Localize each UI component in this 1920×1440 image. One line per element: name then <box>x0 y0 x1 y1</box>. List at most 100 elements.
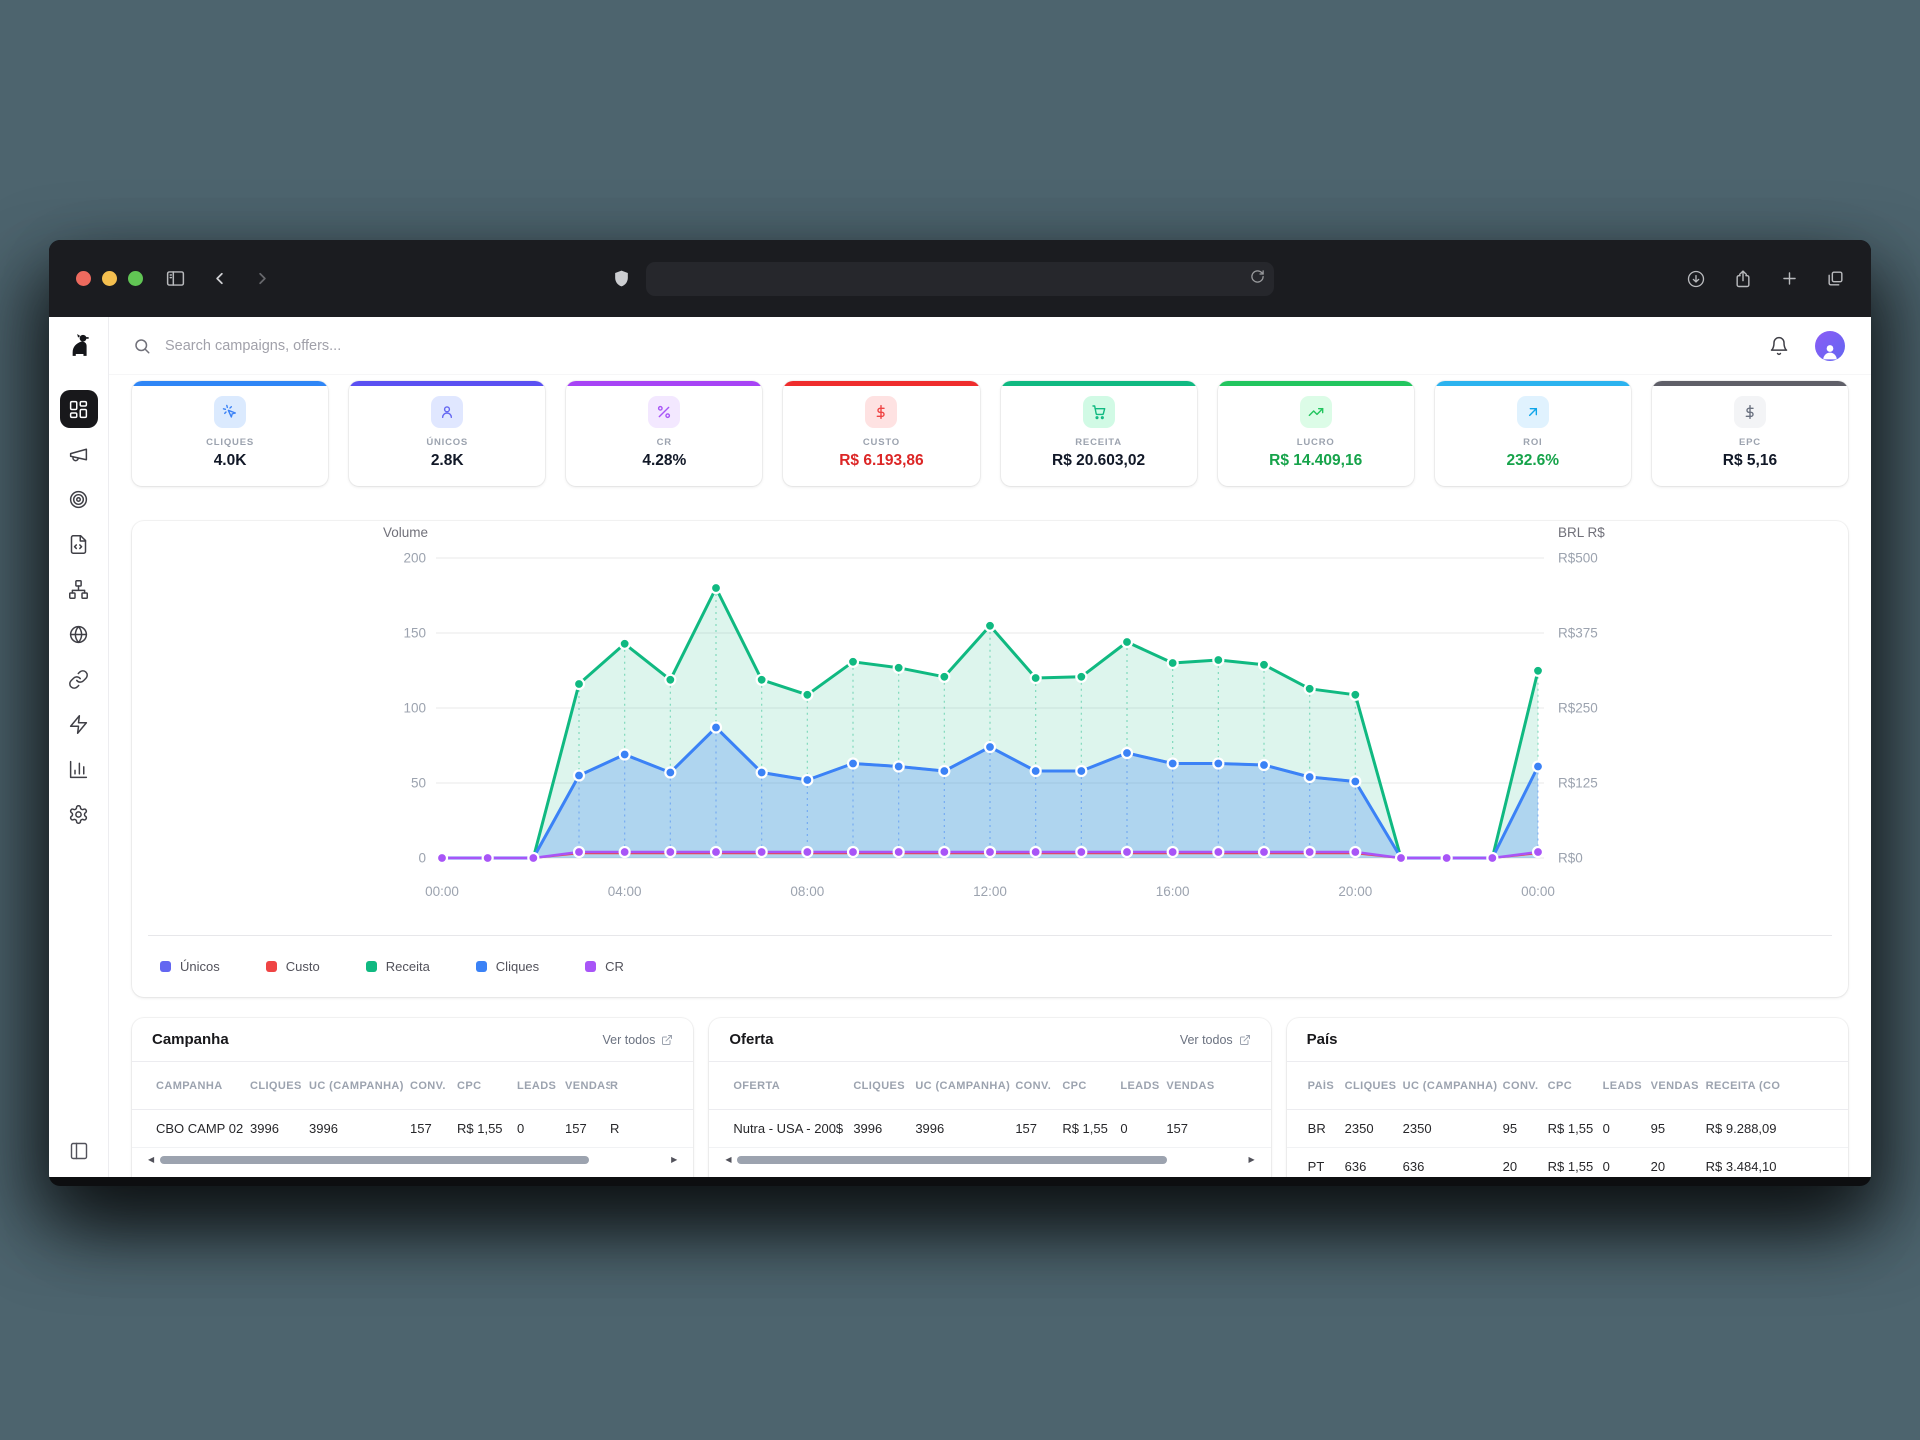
data-point[interactable] <box>755 673 768 686</box>
data-point[interactable] <box>664 766 677 779</box>
data-point[interactable] <box>983 740 997 754</box>
collapse-sidebar-button[interactable] <box>69 1141 89 1161</box>
address-bar[interactable] <box>646 261 1274 296</box>
user-avatar[interactable] <box>1815 330 1845 361</box>
sidebar-item-megaphone[interactable] <box>60 435 98 473</box>
shield-icon[interactable] <box>612 269 631 288</box>
legend-item-custo[interactable]: Custo <box>265 959 320 974</box>
reload-button[interactable] <box>1250 269 1265 284</box>
data-point[interactable] <box>801 845 814 859</box>
data-point[interactable] <box>1029 845 1042 859</box>
sidebar-item-settings[interactable] <box>60 795 98 833</box>
data-point[interactable] <box>527 851 540 865</box>
data-point[interactable] <box>755 845 768 859</box>
tab-overview-button[interactable] <box>1826 269 1845 288</box>
data-point[interactable] <box>1257 845 1271 859</box>
data-point[interactable] <box>572 677 586 691</box>
scroll-right-arrow[interactable]: ▶ <box>671 1155 678 1164</box>
data-point[interactable] <box>1440 851 1453 865</box>
notifications-bell-button[interactable] <box>1769 336 1789 356</box>
data-point[interactable] <box>1531 664 1545 677</box>
sidebar-item-link[interactable] <box>60 660 98 698</box>
data-point[interactable] <box>1349 688 1362 701</box>
share-button[interactable] <box>1733 269 1753 289</box>
oferta-table-row[interactable]: Nutra - USA - 200$ 3996 3996 157 R$ 1,55 0 157 <box>709 1110 1271 1148</box>
forward-button[interactable] <box>253 269 272 288</box>
search-input[interactable] <box>163 336 587 355</box>
data-point[interactable] <box>1166 845 1179 859</box>
data-point[interactable] <box>1212 653 1225 667</box>
data-point[interactable] <box>1394 851 1408 865</box>
legend-item-receita[interactable]: Receita <box>365 959 430 974</box>
pais-table-row[interactable]: BR 2350 2350 95 R$ 1,55 0 95 R$ 9.288,09 <box>1286 1110 1848 1148</box>
data-point[interactable] <box>801 773 814 787</box>
data-point[interactable] <box>481 851 494 865</box>
data-point[interactable] <box>801 688 814 701</box>
data-point[interactable] <box>983 619 997 632</box>
search-bar[interactable] <box>133 336 1769 355</box>
data-point[interactable] <box>892 661 905 674</box>
scroll-track[interactable] <box>737 1156 1242 1164</box>
new-tab-button[interactable] <box>1780 269 1799 288</box>
legend-item-únicos[interactable]: Únicos <box>160 959 220 974</box>
zoom-window-button[interactable] <box>128 271 143 286</box>
data-point[interactable] <box>1120 746 1134 760</box>
horizontal-scrollbar[interactable]: ◀ ▶ <box>148 1153 677 1167</box>
data-point[interactable] <box>618 845 631 859</box>
sidebar-item-file-code[interactable] <box>60 525 98 563</box>
campanha-ver-todos-link[interactable]: Ver todos <box>603 1033 674 1047</box>
data-point[interactable] <box>572 845 586 859</box>
oferta-ver-todos-link[interactable]: Ver todos <box>1180 1033 1251 1047</box>
data-point[interactable] <box>1166 757 1179 770</box>
sidebar-item-bar-chart[interactable] <box>60 750 98 788</box>
data-point[interactable] <box>983 845 997 859</box>
data-point[interactable] <box>1531 760 1545 773</box>
data-point[interactable] <box>1029 671 1042 685</box>
data-point[interactable] <box>618 637 631 650</box>
sidebar-item-zap[interactable] <box>60 705 98 743</box>
data-point[interactable] <box>1303 770 1316 784</box>
data-point[interactable] <box>1531 845 1545 859</box>
data-point[interactable] <box>435 851 449 865</box>
scroll-thumb[interactable] <box>737 1156 1167 1164</box>
data-point[interactable] <box>1120 845 1134 859</box>
data-point[interactable] <box>1349 845 1362 859</box>
data-point[interactable] <box>938 670 951 683</box>
data-point[interactable] <box>892 845 905 859</box>
scroll-left-arrow[interactable]: ◀ <box>148 1155 155 1164</box>
scroll-thumb[interactable] <box>160 1156 590 1164</box>
legend-item-cliques[interactable]: Cliques <box>475 959 539 974</box>
horizontal-scrollbar[interactable]: ◀ ▶ <box>725 1153 1255 1167</box>
data-point[interactable] <box>1212 757 1225 770</box>
sidebar-toggle-button[interactable] <box>165 268 186 289</box>
data-point[interactable] <box>846 845 860 859</box>
data-point[interactable] <box>709 721 723 734</box>
data-point[interactable] <box>1166 656 1179 670</box>
downloads-button[interactable] <box>1686 269 1706 289</box>
traffic-chart[interactable]: Volume BRL R$ 0 R$0 50 R$125 100 R$250 150 R$375 2… <box>132 521 1848 921</box>
minimize-window-button[interactable] <box>102 271 117 286</box>
data-point[interactable] <box>618 748 631 761</box>
data-point[interactable] <box>846 655 860 668</box>
data-point[interactable] <box>938 845 951 859</box>
data-point[interactable] <box>709 845 723 859</box>
data-point[interactable] <box>1212 845 1225 859</box>
scroll-track[interactable] <box>160 1156 665 1164</box>
back-button[interactable] <box>210 269 229 288</box>
scroll-right-arrow[interactable]: ▶ <box>1248 1155 1255 1164</box>
data-point[interactable] <box>1303 845 1316 859</box>
data-point[interactable] <box>1075 670 1088 683</box>
campanha-table-row[interactable]: CBO CAMP 02 3996 3996 157 R$ 1,55 0 157 R <box>132 1110 694 1148</box>
data-point[interactable] <box>755 766 768 779</box>
data-point[interactable] <box>664 673 677 686</box>
data-point[interactable] <box>1486 851 1499 865</box>
data-point[interactable] <box>892 760 905 773</box>
data-point[interactable] <box>938 764 951 778</box>
data-point[interactable] <box>572 769 586 782</box>
close-window-button[interactable] <box>76 271 91 286</box>
data-point[interactable] <box>1029 764 1042 778</box>
data-point[interactable] <box>1349 775 1362 788</box>
data-point[interactable] <box>709 581 723 595</box>
data-point[interactable] <box>846 757 860 770</box>
sidebar-item-globe[interactable] <box>60 615 98 653</box>
